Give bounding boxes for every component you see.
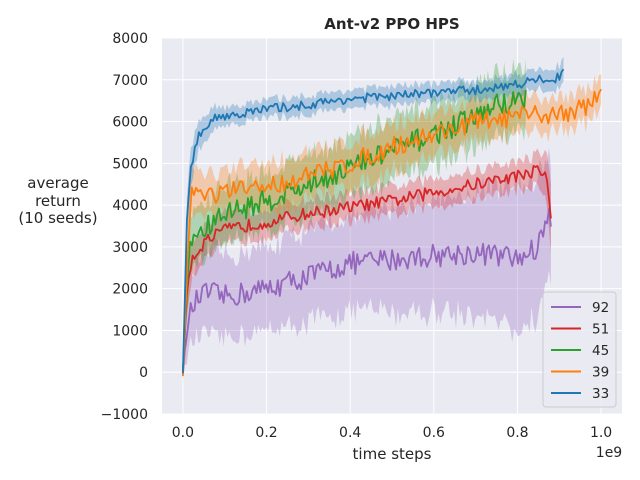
series-51-line (182, 164, 552, 373)
legend-label-51: 51 (592, 322, 609, 338)
y-axis-label-line-1: average (27, 174, 88, 192)
y-tick-label: 4000 (112, 198, 148, 214)
x-offset-label: 1e9 (596, 445, 622, 461)
series-92-line (182, 207, 552, 375)
y-axis-label-line-3: (10 seeds) (18, 209, 97, 227)
legend-label-39: 39 (592, 365, 609, 381)
x-tick-label: 0.4 (339, 425, 361, 441)
y-tick-label: 6000 (112, 115, 148, 131)
y-tick-label: −1000 (101, 407, 148, 423)
x-axis-label: time steps (353, 445, 432, 463)
y-tick-label: 0 (139, 365, 148, 381)
x-tick-labels: 0.0 0.2 0.4 0.6 0.8 1.0 (172, 425, 612, 441)
legend-label-92: 92 (592, 300, 609, 316)
x-tick-label: 1.0 (590, 425, 612, 441)
series-33-line (182, 68, 565, 374)
chart-title: Ant-v2 PPO HPS (324, 15, 459, 33)
y-tick-label: 7000 (112, 73, 148, 89)
series-51-band (182, 148, 551, 372)
y-tick-label: 5000 (112, 156, 148, 172)
y-tick-label: 8000 (112, 31, 148, 47)
series-39-line (182, 88, 602, 377)
x-tick-label: 0.8 (506, 425, 528, 441)
x-tick-label: 0.0 (172, 425, 194, 441)
y-tick-labels: −1000 0 1000 2000 3000 4000 5000 6000 7000 8000 (101, 31, 148, 423)
series-45-line (182, 89, 527, 373)
legend-label-33: 33 (592, 386, 609, 402)
y-tick-label: 2000 (112, 282, 148, 298)
series-lines (182, 68, 602, 377)
x-tick-label: 0.2 (255, 425, 277, 441)
series-33-band (182, 57, 564, 374)
x-tick-label: 0.6 (423, 425, 445, 441)
legend: 92 51 45 39 33 (542, 291, 617, 408)
legend-label-45: 45 (592, 343, 609, 359)
y-tick-label: 1000 (112, 323, 148, 339)
y-axis-label-line-2: return (35, 192, 81, 210)
y-tick-label: 3000 (112, 240, 148, 256)
series-39-band (182, 74, 602, 384)
series-92-band (182, 147, 551, 375)
